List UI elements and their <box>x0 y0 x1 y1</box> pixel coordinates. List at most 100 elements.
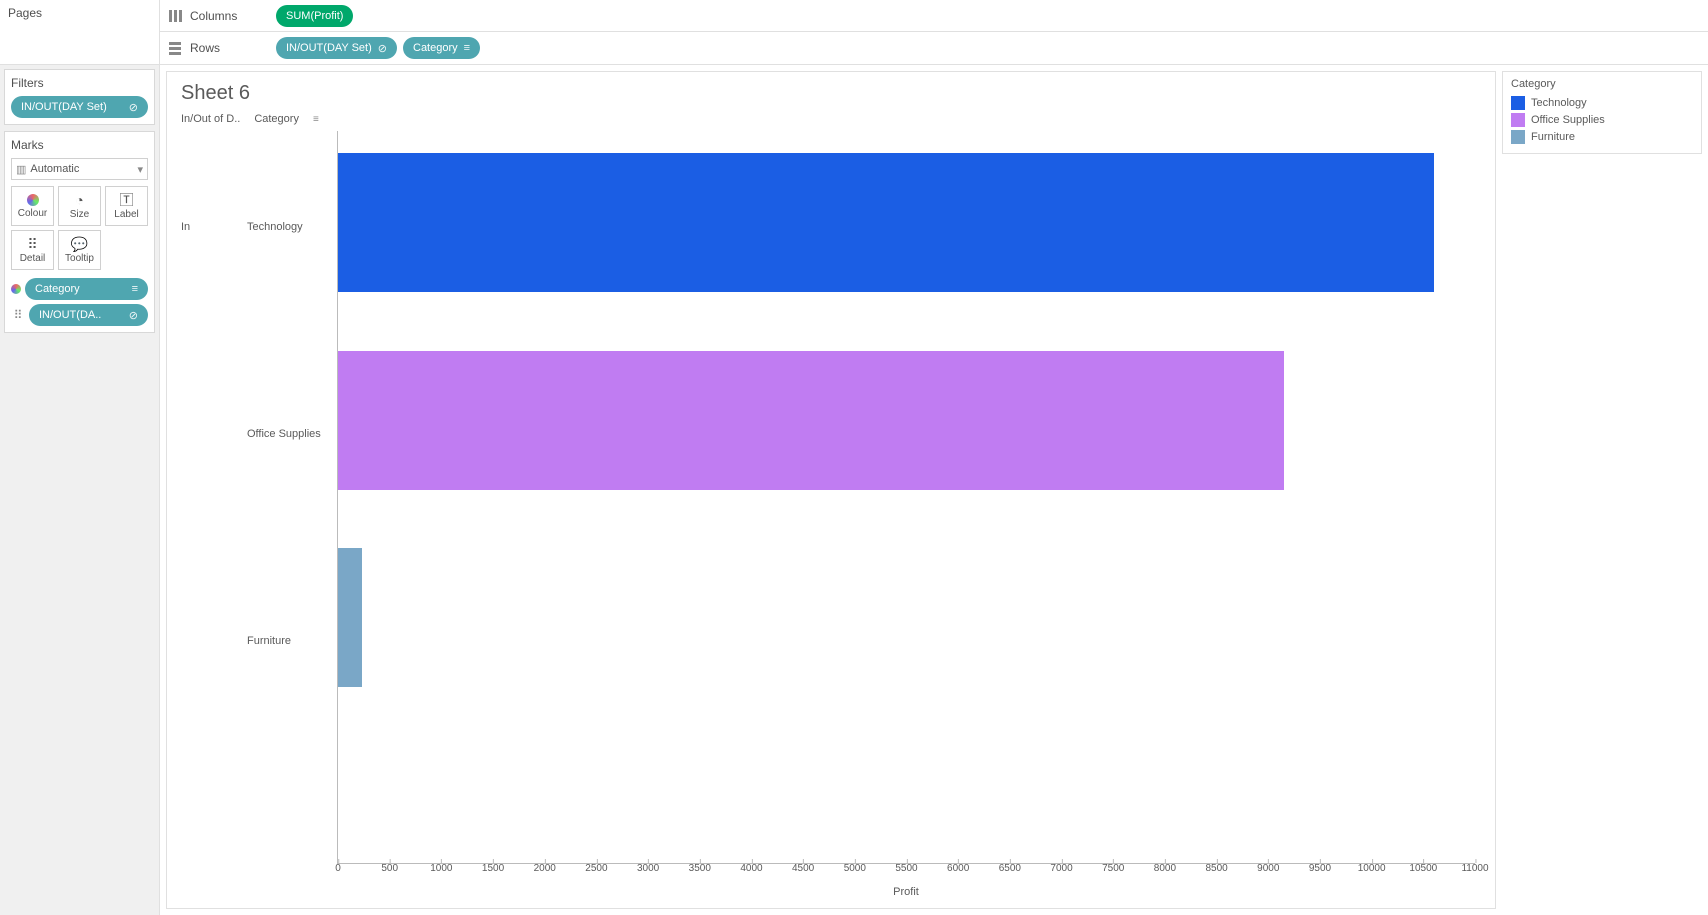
legend-label: Office Supplies <box>1531 114 1605 126</box>
marks-colour-button[interactable]: Colour <box>11 186 54 226</box>
rows-icon <box>166 39 184 57</box>
legend-item[interactable]: Technology <box>1511 96 1693 110</box>
x-tick-label: 0 <box>335 863 341 874</box>
row-group-label[interactable]: In <box>181 221 190 233</box>
x-axis: 0 500 1000 1500 2000 2500 3000 3500 4000 4500 5000… <box>338 863 1475 881</box>
app-root: Pages Columns SUM(Profit) Rows IN/OUT(DA… <box>0 0 1708 915</box>
x-tick-label: 500 <box>381 863 398 874</box>
detail-icon: ⠿ <box>27 237 37 251</box>
marks-detail-button[interactable]: ⠿ Detail <box>11 230 54 270</box>
x-tick-label: 7000 <box>1050 863 1072 874</box>
marks-pill-1[interactable]: Category ≡ <box>25 278 148 300</box>
set-icon: ⊘ <box>129 309 138 322</box>
filters-panel[interactable]: Filters IN/OUT(DAY Set) ⊘ <box>4 69 155 125</box>
btn-label: Detail <box>20 253 46 264</box>
set-icon: ⊘ <box>129 101 138 114</box>
chevron-down-icon: ▾ <box>137 163 143 176</box>
bar-row <box>338 548 1475 687</box>
colour-dot-icon <box>11 284 21 294</box>
x-tick-label: 10000 <box>1358 863 1386 874</box>
pill-text: Category <box>35 283 80 295</box>
btn-label: Tooltip <box>65 253 94 264</box>
columns-pill-sum-profit[interactable]: SUM(Profit) <box>276 5 353 27</box>
x-tick-label: 11000 <box>1461 863 1488 874</box>
x-tick-label: 3500 <box>689 863 711 874</box>
x-tick-label: 1000 <box>430 863 452 874</box>
row-category-label[interactable]: Office Supplies <box>247 428 329 440</box>
sort-desc-icon[interactable]: ≡ <box>313 114 319 125</box>
rows-label: Rows <box>190 41 270 55</box>
x-tick-label: 5000 <box>844 863 866 874</box>
size-icon: ◔ <box>75 193 83 207</box>
btn-label: Size <box>70 209 89 220</box>
label-icon: 🅃 <box>120 193 134 207</box>
set-icon: ⊘ <box>378 42 387 55</box>
header-inout[interactable]: In/Out of D.. <box>181 113 240 125</box>
x-tick-label: 1500 <box>482 863 504 874</box>
tooltip-icon: 💬 <box>71 237 88 251</box>
legend-box[interactable]: Category Technology Office Supplies Furnit… <box>1502 71 1702 154</box>
bar[interactable] <box>338 153 1434 292</box>
btn-label: Label <box>114 209 138 220</box>
rows-shelf[interactable]: Rows IN/OUT(DAY Set) ⊘ Category ≡ <box>160 32 1708 64</box>
legend-label: Furniture <box>1531 131 1575 143</box>
legend-swatch <box>1511 113 1525 127</box>
header-category[interactable]: Category <box>254 113 299 125</box>
marks-size-button[interactable]: ◔ Size <box>58 186 101 226</box>
x-tick-label: 7500 <box>1102 863 1124 874</box>
x-tick-label: 4000 <box>740 863 762 874</box>
marks-label-button[interactable]: 🅃 Label <box>105 186 148 226</box>
pill-text: Category <box>413 42 458 54</box>
x-tick-label: 8500 <box>1205 863 1227 874</box>
x-tick-label: 6000 <box>947 863 969 874</box>
legend-item[interactable]: Furniture <box>1511 130 1693 144</box>
bar[interactable] <box>338 351 1284 490</box>
x-tick-label: 3000 <box>637 863 659 874</box>
x-tick-label: 2500 <box>585 863 607 874</box>
x-tick-label: 8000 <box>1154 863 1176 874</box>
marks-pill-detail-inout[interactable]: ⠿ IN/OUT(DA.. ⊘ <box>11 304 148 326</box>
colour-icon <box>27 194 39 206</box>
marks-pill-colour-category[interactable]: Category ≡ <box>11 278 148 300</box>
x-tick-label: 6500 <box>999 863 1021 874</box>
marks-type-select[interactable]: ▥ Automatic ▾ <box>11 158 148 180</box>
legend-title: Category <box>1511 78 1693 90</box>
columns-shelf[interactable]: Columns SUM(Profit) <box>160 0 1708 32</box>
legend-label: Technology <box>1531 97 1587 109</box>
filters-label: Filters <box>11 76 148 90</box>
x-tick-label: 5500 <box>895 863 917 874</box>
pill-text: IN/OUT(DA.. <box>39 309 101 321</box>
viz-panel: Sheet 6 In/Out of D.. Category ≡ Technol… <box>166 71 1496 909</box>
row-labels: Technology Office Supplies Furniture In <box>177 131 337 898</box>
sheet-title: Sheet 6 <box>181 82 1475 105</box>
shelves-region: Pages Columns SUM(Profit) Rows IN/OUT(DA… <box>0 0 1708 65</box>
filters-pill-inout[interactable]: IN/OUT(DAY Set) ⊘ <box>11 96 148 118</box>
marks-tooltip-button[interactable]: 💬 Tooltip <box>58 230 101 270</box>
bar-icon: ▥ <box>16 163 26 176</box>
bar[interactable] <box>338 548 362 687</box>
side-panels: Filters IN/OUT(DAY Set) ⊘ Marks ▥ Automa… <box>0 65 160 915</box>
rows-pill-category[interactable]: Category ≡ <box>403 37 480 59</box>
row-category-label[interactable]: Furniture <box>247 635 329 647</box>
pill-text: IN/OUT(DAY Set) <box>21 101 107 113</box>
pages-label: Pages <box>8 6 42 20</box>
x-axis-title: Profit <box>337 886 1475 898</box>
row-category-label[interactable]: Technology <box>247 221 329 233</box>
legend-item[interactable]: Office Supplies <box>1511 113 1693 127</box>
viz-wrap: Sheet 6 In/Out of D.. Category ≡ Technol… <box>160 65 1708 915</box>
plot-area[interactable]: 0500100015002000250030003500400045005000… <box>337 131 1475 864</box>
marks-type-text: Automatic <box>30 163 79 175</box>
marks-pill-2[interactable]: IN/OUT(DA.. ⊘ <box>29 304 148 326</box>
sort-icon: ≡ <box>132 283 138 295</box>
marks-buttons-row1: Colour ◔ Size 🅃 Label <box>11 186 148 226</box>
bar-row <box>338 351 1475 490</box>
pill-text: SUM(Profit) <box>286 10 343 22</box>
x-tick-label: 2000 <box>534 863 556 874</box>
chart-area: Technology Office Supplies Furniture In 0 50… <box>177 131 1475 898</box>
rows-pill-inout[interactable]: IN/OUT(DAY Set) ⊘ <box>276 37 397 59</box>
btn-label: Colour <box>18 208 47 219</box>
bar-row <box>338 153 1475 292</box>
pages-shelf[interactable]: Pages <box>0 0 160 64</box>
x-tick-label: 4500 <box>792 863 814 874</box>
marks-label: Marks <box>11 138 148 152</box>
